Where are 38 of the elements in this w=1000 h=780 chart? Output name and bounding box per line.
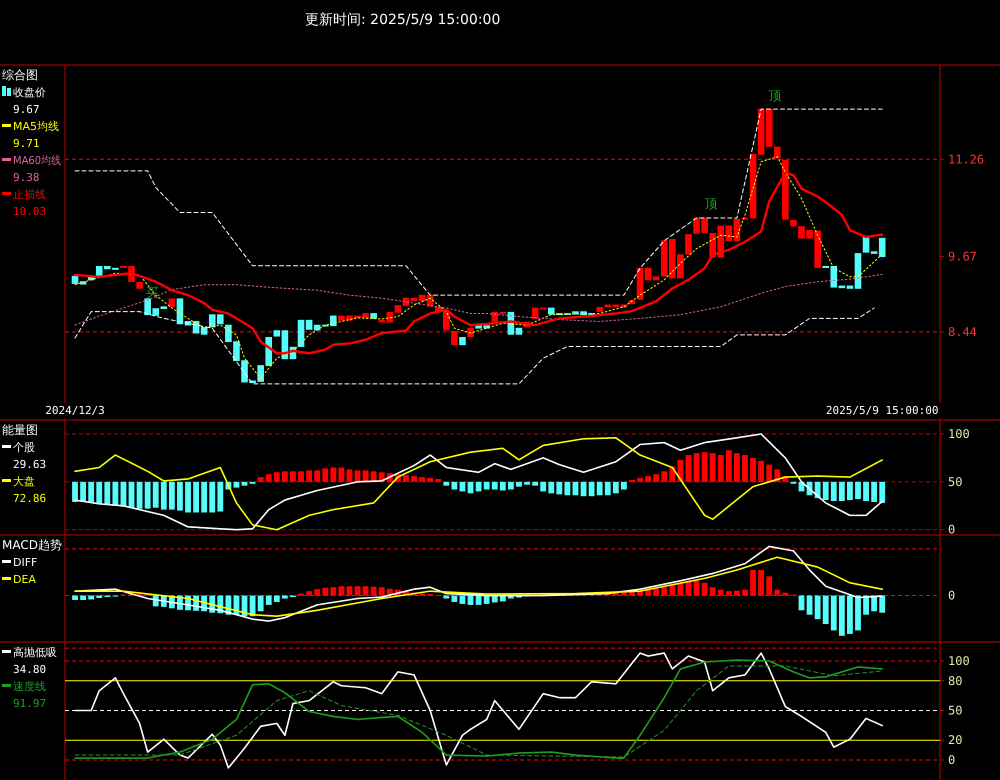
legend-label: 止损线 xyxy=(13,188,46,201)
text: 9.67 xyxy=(13,103,40,116)
y-tick-label: 100 xyxy=(948,426,970,441)
legend-label: 个股 xyxy=(13,441,35,454)
annotation: 顶 xyxy=(768,89,782,104)
y-tick-label: 0 xyxy=(948,753,956,768)
legend-label: 速度线 xyxy=(13,680,46,693)
text: 34.80 xyxy=(13,663,46,676)
legend-label: MA5均线 xyxy=(13,120,60,133)
chart-title: MACD趋势 xyxy=(2,538,62,552)
legend-label: 收盘价 xyxy=(13,86,46,99)
y-tick-label: 50 xyxy=(948,474,962,489)
chart-title: 能量图 xyxy=(2,423,38,437)
y-tick-label: 20 xyxy=(948,733,962,748)
annotation: 买 xyxy=(146,286,158,301)
y-tick-label: 100 xyxy=(948,654,970,668)
chart-subtitle: 更新时间: 2025/5/9 15:00:00 xyxy=(305,12,500,28)
y-tick-label: 80 xyxy=(948,674,962,688)
legend-label: MA60均线 xyxy=(13,154,66,167)
legend-label: 大盘 xyxy=(13,475,35,488)
x-tick-label: 2024/12/3 xyxy=(45,404,105,417)
y-tick-label: 0 xyxy=(948,522,956,537)
legend-label: DIFF xyxy=(13,556,38,569)
legend-label: 高抛低吸 xyxy=(13,646,57,659)
y-tick-label: 9.67 xyxy=(948,250,977,264)
text: 9.71 xyxy=(13,137,40,150)
text: 91.97 xyxy=(13,697,46,710)
y-tick-label: 11.26 xyxy=(948,152,984,166)
text: 9.38 xyxy=(13,171,40,184)
chart-title: 综合图 xyxy=(2,68,38,82)
text: 29.63 xyxy=(13,458,46,471)
text: 72.86 xyxy=(13,492,46,505)
y-tick-label: 50 xyxy=(948,704,962,718)
y-tick-label: 8.44 xyxy=(948,324,977,339)
x-tick-label: 2025/5/9 15:00:00 xyxy=(826,404,938,417)
legend-label: DEA xyxy=(13,573,36,586)
annotation: 顶 xyxy=(704,197,718,212)
text: 10.03 xyxy=(13,205,46,218)
